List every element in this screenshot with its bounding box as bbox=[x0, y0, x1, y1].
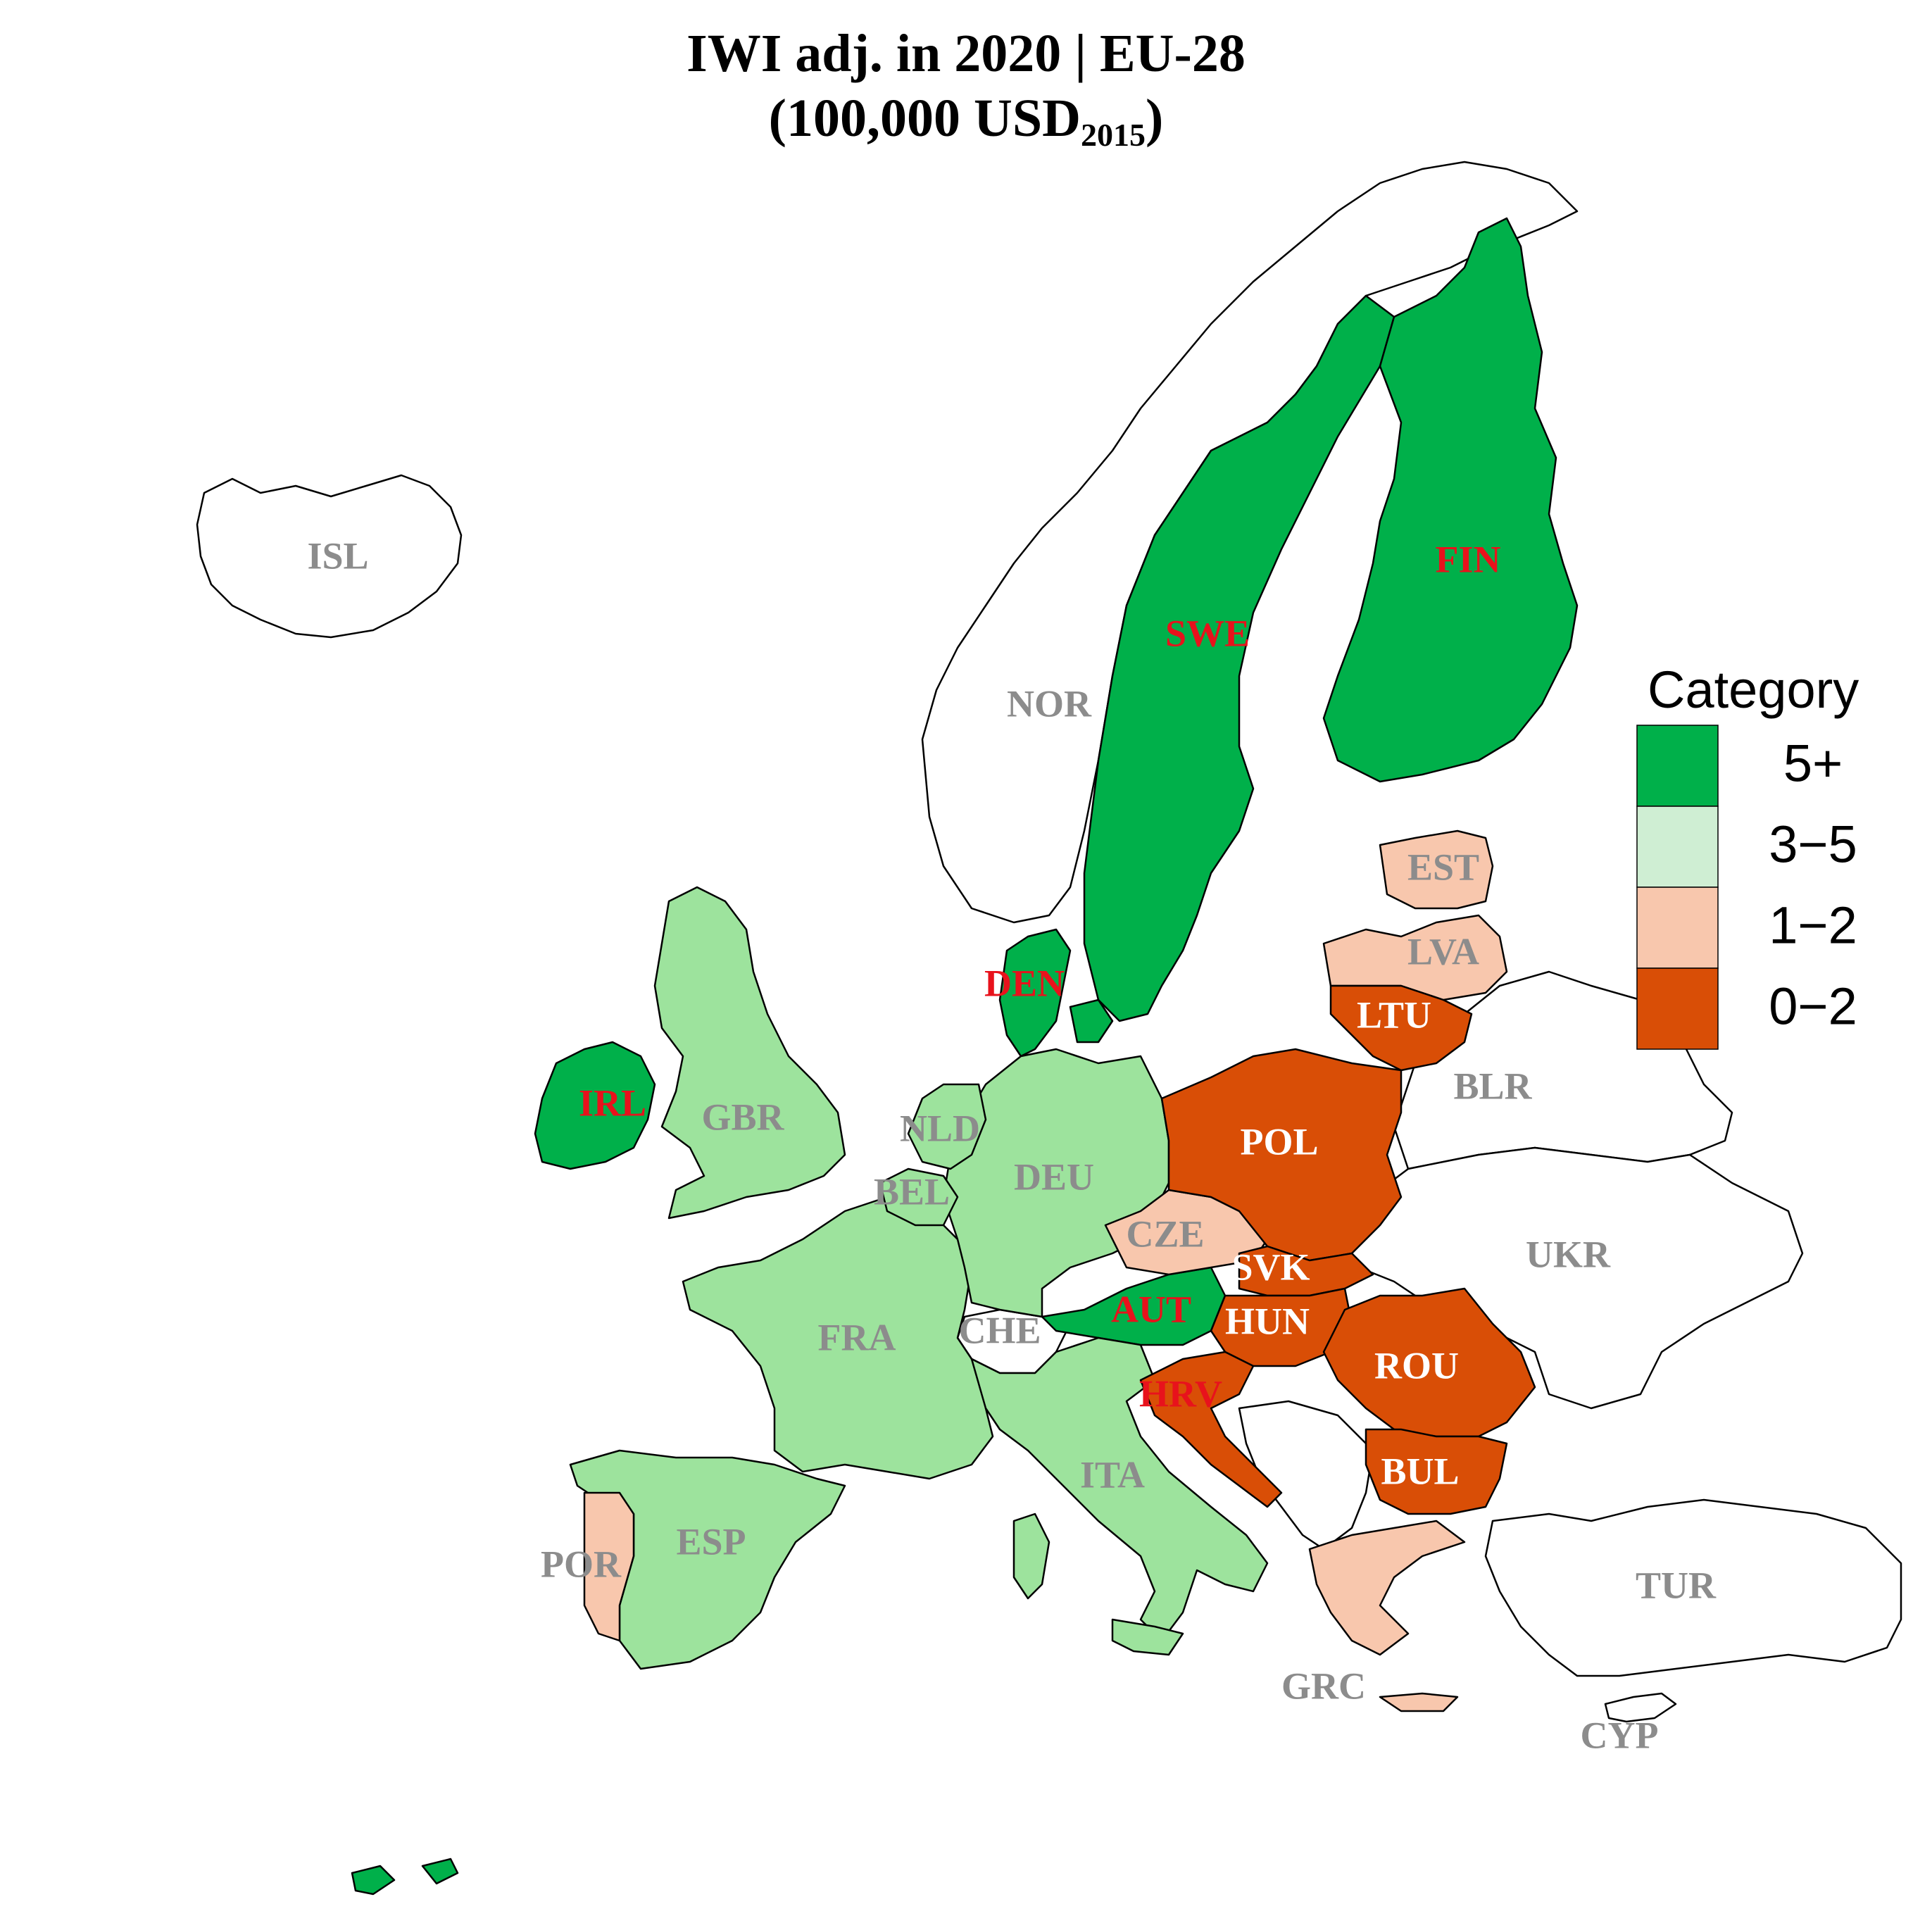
label-tur: TUR bbox=[1636, 1564, 1717, 1606]
title-unit: (100,000 USD bbox=[768, 89, 1081, 148]
legend-label-3-5: 3−5 bbox=[1769, 815, 1857, 874]
country-ita-sicily bbox=[1111, 1618, 1184, 1656]
country-deu bbox=[942, 1048, 1170, 1318]
label-cyp: CYP bbox=[1581, 1714, 1659, 1756]
legend-swatch-1-2 bbox=[1636, 887, 1719, 969]
label-ltu: LTU bbox=[1357, 994, 1431, 1036]
label-ukr: UKR bbox=[1526, 1233, 1611, 1275]
country-bul bbox=[1365, 1428, 1508, 1515]
title-unit-close: ) bbox=[1146, 89, 1164, 148]
label-cze: CZE bbox=[1126, 1213, 1204, 1255]
legend-swatch-5plus bbox=[1636, 725, 1719, 807]
legend-title: Category bbox=[1648, 660, 1859, 719]
country-bel bbox=[879, 1167, 959, 1227]
label-est: EST bbox=[1407, 846, 1479, 888]
country-irl bbox=[534, 1041, 656, 1170]
country-svk bbox=[1238, 1245, 1374, 1297]
country-nld bbox=[907, 1083, 987, 1170]
label-deu: DEU bbox=[1014, 1155, 1094, 1198]
label-fra: FRA bbox=[818, 1316, 896, 1358]
country-isl bbox=[196, 474, 463, 639]
country-hrv bbox=[1139, 1351, 1283, 1508]
label-bel: BEL bbox=[874, 1170, 950, 1213]
legend: Category 5+ 3−5 1−2 0−2 bbox=[1636, 660, 1859, 1050]
country-ita-sardinia bbox=[1012, 1512, 1050, 1600]
label-isl: ISL bbox=[307, 534, 368, 577]
title-unit-subscript: 2015 bbox=[1081, 117, 1146, 153]
country-canary bbox=[351, 1858, 459, 1896]
title-line-2: (100,000 USD2015) bbox=[0, 86, 1932, 168]
label-bul: BUL bbox=[1381, 1450, 1459, 1492]
label-nor: NOR bbox=[1007, 682, 1092, 725]
country-grc bbox=[1308, 1520, 1466, 1656]
country-rou bbox=[1322, 1287, 1536, 1438]
legend-label-5plus: 5+ bbox=[1783, 734, 1843, 793]
label-hun: HUN bbox=[1225, 1300, 1310, 1342]
country-por bbox=[583, 1491, 635, 1642]
label-lva: LVA bbox=[1407, 930, 1479, 972]
map-title: IWI adj. in 2020 | EU-28 (100,000 USD201… bbox=[0, 21, 1932, 168]
country-den bbox=[998, 928, 1072, 1058]
label-blr: BLR bbox=[1453, 1065, 1532, 1107]
country-pol bbox=[1160, 1048, 1403, 1262]
country-den-islands bbox=[1069, 998, 1114, 1044]
title-line-1: IWI adj. in 2020 | EU-28 bbox=[686, 24, 1246, 83]
country-grc-crete bbox=[1379, 1692, 1459, 1712]
label-svk: SVK bbox=[1231, 1246, 1310, 1288]
label-swe: SWE bbox=[1165, 612, 1250, 654]
country-cyp bbox=[1604, 1692, 1677, 1723]
legend-swatch-0-2 bbox=[1636, 967, 1719, 1050]
country-tur bbox=[1484, 1498, 1902, 1677]
label-ita: ITA bbox=[1080, 1453, 1145, 1496]
label-aut: AUT bbox=[1111, 1288, 1191, 1330]
label-che: CHE bbox=[958, 1309, 1041, 1351]
legend-label-1-2: 1−2 bbox=[1769, 896, 1857, 955]
legend-label-0-2: 0−2 bbox=[1769, 977, 1857, 1036]
country-ita bbox=[970, 1336, 1269, 1642]
country-swe bbox=[1083, 294, 1395, 1022]
label-den: DEN bbox=[984, 962, 1065, 1004]
country-est bbox=[1379, 829, 1494, 910]
label-irl: IRL bbox=[579, 1082, 646, 1124]
label-rou: ROU bbox=[1374, 1344, 1459, 1386]
label-nld: NLD bbox=[900, 1107, 980, 1149]
label-pol: POL bbox=[1240, 1120, 1318, 1163]
country-ltu bbox=[1329, 984, 1473, 1072]
label-gbr: GBR bbox=[701, 1096, 784, 1138]
legend-swatch-3-5 bbox=[1636, 806, 1719, 888]
label-por: POR bbox=[541, 1543, 622, 1585]
label-fin: FIN bbox=[1436, 538, 1501, 580]
country-gbr bbox=[653, 886, 846, 1220]
label-hrv: HRV bbox=[1139, 1372, 1222, 1415]
country-fin bbox=[1322, 217, 1579, 783]
label-grc: GRC bbox=[1281, 1665, 1366, 1707]
label-esp: ESP bbox=[676, 1520, 746, 1562]
